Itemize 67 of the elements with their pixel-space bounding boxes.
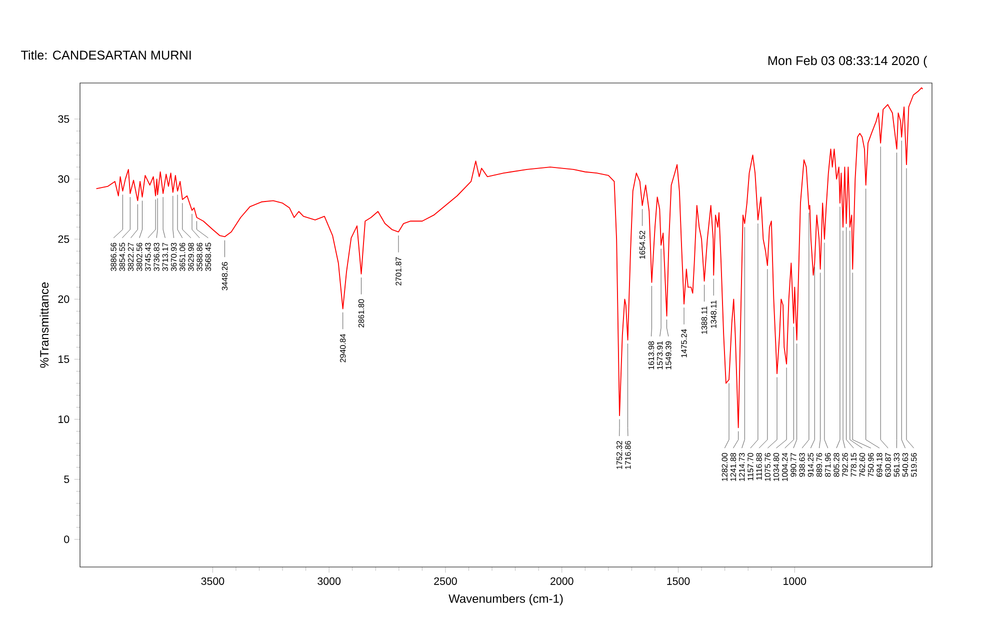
annotation: 1549.39 — [666, 341, 672, 370]
y-tick-label: 15 — [58, 355, 70, 363]
annotation: 778.15 — [850, 452, 856, 477]
chart-title: Title: CANDESARTAN MURNI — [21, 50, 191, 60]
line-series — [96, 87, 924, 428]
annotation: 3568.45 — [205, 242, 212, 272]
annotation: 3448.26 — [222, 262, 228, 290]
y-axis-title: %Transmittance — [40, 282, 49, 368]
annotation: 2940.84 — [340, 334, 346, 362]
annotation: 3588.86 — [196, 242, 202, 272]
x-tick-label: 3000 — [318, 577, 341, 585]
annotation: 1241.88 — [730, 452, 736, 481]
annotation: 938.63 — [799, 452, 805, 477]
annotation: 914.25 — [808, 452, 814, 477]
annotation: 805.28 — [834, 452, 840, 477]
annotation: 1075.76 — [764, 452, 770, 481]
annotation: 630.87 — [885, 453, 891, 477]
annotation: 1116.88 — [756, 452, 762, 480]
y-tick-label: 20 — [58, 295, 70, 303]
x-axis-title: Wavenumbers (cm-1) — [448, 594, 563, 606]
x-tick-label: 2500 — [434, 577, 457, 585]
annotation: 792.26 — [842, 452, 848, 477]
annotation: 561.33 — [894, 452, 900, 477]
y-tick-label: 0 — [64, 536, 70, 544]
x-tick-label: 1500 — [667, 577, 690, 585]
annotation: 3670.93 — [170, 242, 177, 272]
annotation: 3822.27 — [128, 242, 134, 272]
annotation: 750.96 — [868, 452, 874, 477]
annotation: 1282.00 — [722, 452, 728, 481]
annotation: 3745.43 — [145, 242, 151, 272]
annotation: 1613.98 — [648, 341, 654, 370]
annotation: 990.77 — [790, 453, 796, 477]
annotation: 889.76 — [816, 452, 822, 477]
annotation: 1348.11 — [710, 300, 716, 328]
annotation: 3802.56 — [136, 242, 142, 272]
y-tick-label: 35 — [58, 115, 70, 123]
annotation: 1214.73 — [739, 452, 745, 481]
annotation: 2701.87 — [396, 257, 402, 286]
annotation: 1475.24 — [681, 329, 687, 358]
annotation: 2861.80 — [358, 299, 364, 328]
annotation: 1752.32 — [616, 441, 622, 469]
annotation: 519.56 — [911, 452, 917, 477]
annotation: 871.96 — [825, 452, 831, 477]
annotation: 3713.17 — [162, 242, 168, 272]
annotation: 762.60 — [859, 452, 866, 477]
text: Mon Feb 03 08:33:14 2020 ( — [768, 56, 928, 68]
annotation: 3886.56 — [110, 242, 116, 272]
y-tick-label: 10 — [58, 415, 70, 424]
annotation: 1004.24 — [782, 452, 788, 481]
annotation: 1157.70 — [748, 452, 754, 480]
x-tick-label: 1000 — [784, 577, 806, 585]
annotation: 3736.83 — [154, 242, 160, 272]
annotation: 694.18 — [876, 452, 882, 477]
annotation: 3629.98 — [188, 242, 194, 272]
x-tick-label: 2000 — [550, 577, 574, 585]
annotation: 540.63 — [902, 452, 908, 477]
x-tick-label: 3500 — [201, 577, 224, 585]
y-tick-label: 30 — [58, 175, 70, 183]
annotation: 1654.52 — [639, 230, 646, 259]
annotation: 1716.86 — [625, 440, 631, 469]
annotation: 3854.55 — [119, 242, 126, 272]
y-tick-label: 5 — [64, 476, 70, 484]
annotation: 1034.80 — [773, 452, 780, 481]
annotation: 1388.11 — [701, 306, 708, 334]
annotation: 3651.06 — [180, 242, 186, 272]
y-tick-label: 25 — [58, 235, 70, 243]
annotation: 1573.91 — [657, 341, 663, 370]
